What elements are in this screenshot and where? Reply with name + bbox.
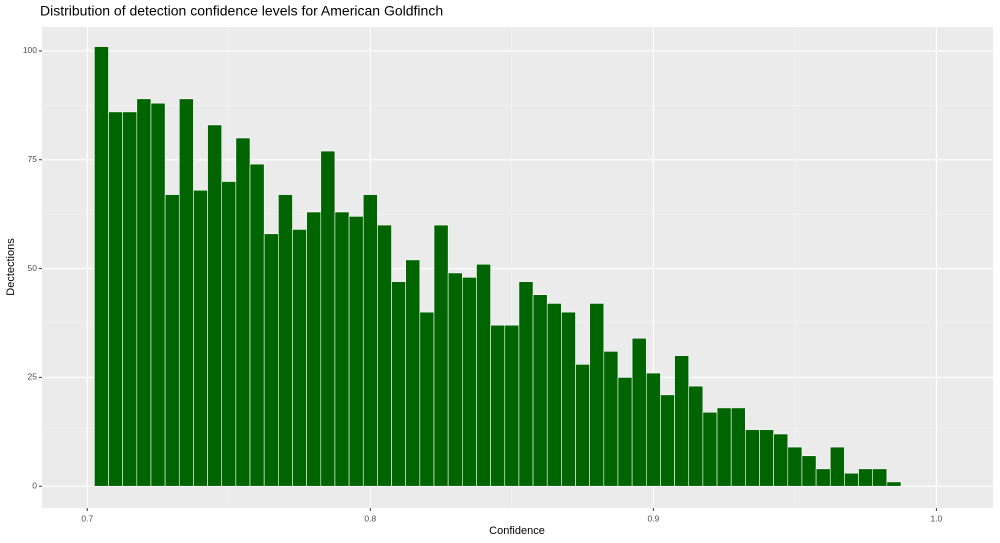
bar: [603, 350, 619, 487]
bar: [674, 355, 690, 487]
bar: [278, 194, 293, 487]
bar: [829, 446, 845, 487]
y-tick-label: 100: [23, 45, 37, 55]
bar: [419, 311, 435, 487]
bar: [462, 276, 477, 487]
bar: [575, 364, 590, 487]
bar: [872, 468, 888, 487]
bar: [518, 281, 534, 487]
bar: [164, 194, 180, 487]
bar: [476, 263, 491, 487]
bar: [858, 468, 874, 487]
y-axis-label: Dectections: [5, 238, 17, 296]
bar: [773, 433, 789, 487]
y-tick-label: 25: [28, 372, 38, 382]
bar: [660, 394, 675, 487]
bar: [433, 224, 449, 487]
bar: [249, 163, 265, 487]
bar: [490, 324, 506, 487]
bar: [532, 294, 548, 487]
bar: [730, 407, 746, 487]
bar: [801, 455, 817, 487]
x-tick-label: 0.8: [364, 513, 376, 523]
y-tick-label: 50: [28, 263, 38, 273]
bar: [320, 150, 336, 487]
bar: [561, 311, 576, 487]
bar: [645, 372, 661, 487]
bar: [745, 429, 760, 487]
bar: [221, 181, 237, 487]
bar: [178, 98, 194, 487]
bar: [306, 211, 322, 487]
bar: [377, 224, 392, 487]
bar: [136, 98, 152, 487]
bar: [94, 46, 109, 487]
bar: [617, 377, 633, 487]
x-tick-label: 0.7: [81, 513, 93, 523]
bar: [150, 102, 166, 487]
y-tick-label: 75: [28, 154, 38, 164]
bar: [716, 407, 732, 487]
bar: [447, 272, 463, 487]
bar: [815, 468, 831, 487]
x-tick-label: 1.0: [930, 513, 942, 523]
bar: [546, 303, 562, 487]
bar: [292, 229, 307, 487]
bar: [362, 194, 378, 487]
bar: [886, 481, 902, 487]
bar: [235, 137, 251, 487]
bar: [759, 429, 774, 487]
bar: [391, 281, 407, 487]
bar: [193, 189, 208, 487]
bar: [122, 111, 138, 487]
bar: [108, 111, 123, 487]
bar: [844, 472, 859, 487]
bar: [787, 446, 803, 487]
x-axis-label: Confidence: [489, 525, 545, 537]
bar: [589, 303, 605, 487]
chart-title: Distribution of detection confidence lev…: [40, 3, 443, 19]
bar: [688, 385, 704, 487]
bar: [702, 411, 718, 487]
bar: [207, 124, 223, 487]
bar: [504, 324, 520, 487]
bar: [263, 233, 279, 487]
bar: [405, 259, 421, 487]
bar: [334, 211, 350, 487]
y-tick-label: 0: [32, 480, 37, 490]
bar: [631, 337, 647, 487]
x-tick-label: 0.9: [647, 513, 659, 523]
bar: [348, 216, 364, 487]
